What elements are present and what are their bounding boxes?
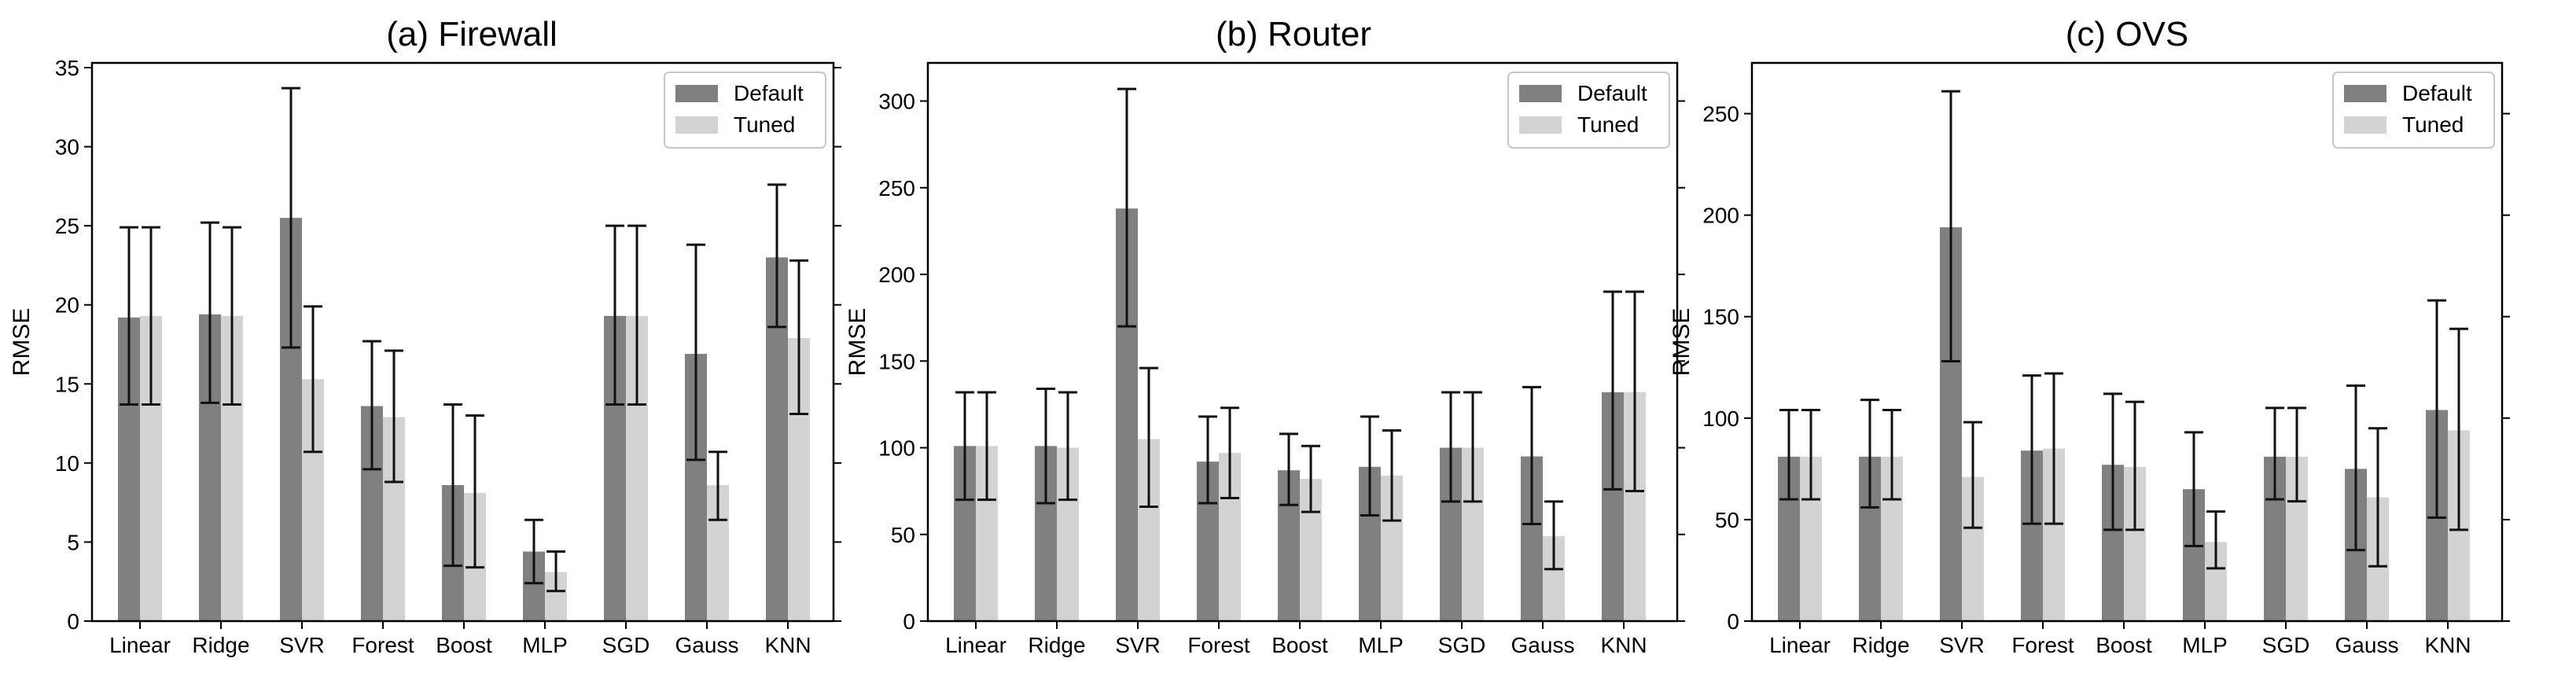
y-tick-label: 0	[1727, 609, 1739, 634]
x-tick-label: Boost	[436, 633, 492, 657]
y-tick-label: 50	[891, 523, 915, 547]
x-tick-label: Linear	[109, 633, 171, 657]
legend-label-tuned: Tuned	[2402, 112, 2464, 137]
y-tick-label: 25	[55, 214, 79, 238]
y-tick-label: 100	[878, 436, 915, 461]
y-axis-label: RMSE	[1669, 308, 1695, 377]
legend-swatch-default	[2344, 85, 2386, 102]
plot-frame	[90, 61, 835, 623]
x-tick-label: Boost	[2096, 633, 2152, 657]
x-tick-label: Ridge	[1028, 633, 1085, 657]
y-tick-label: 200	[1702, 204, 1739, 228]
x-tick-label: SGD	[1438, 633, 1486, 657]
y-tick-label: 150	[878, 349, 915, 373]
y-axis-label: RMSE	[9, 308, 35, 377]
x-tick-label: KNN	[1600, 633, 1647, 657]
x-tick-label: Forest	[351, 633, 414, 657]
y-tick-label: 0	[67, 609, 79, 634]
y-tick-label: 35	[55, 56, 79, 80]
plot-frame	[926, 61, 1679, 623]
y-tick-label: 200	[878, 263, 915, 287]
legend-swatch-tuned	[2344, 116, 2386, 134]
x-tick-label: SGD	[2262, 633, 2310, 657]
y-tick-label: 150	[1702, 305, 1739, 329]
y-tick-label: 10	[55, 451, 79, 476]
y-tick-label: 100	[1702, 406, 1739, 431]
x-tick-label: Ridge	[192, 633, 249, 657]
x-tick-label: MLP	[1358, 633, 1404, 657]
legend-swatch-tuned	[675, 116, 718, 134]
y-tick-label: 5	[67, 530, 79, 554]
chart-panel-2: (b) Router RMSE 0 50 100 150 200 250 300 Linear Ri…	[845, 15, 1685, 657]
legend-swatch-default	[1519, 85, 1562, 102]
x-tick-label: Forest	[2011, 633, 2074, 657]
x-tick-label: MLP	[2182, 633, 2228, 657]
x-tick-label: Ridge	[1852, 633, 1909, 657]
legend-label-tuned: Tuned	[1577, 112, 1639, 137]
legend-swatch-default	[675, 85, 718, 102]
y-tick-label: 250	[1702, 102, 1739, 127]
x-tick-label: SVR	[1939, 633, 1985, 657]
y-tick-label: 20	[55, 293, 79, 318]
plot-frame	[1750, 61, 2504, 623]
y-tick-label: 50	[1715, 508, 1739, 532]
x-tick-label: KNN	[2424, 633, 2471, 657]
y-tick-label: 15	[55, 372, 79, 396]
y-tick-label: 250	[878, 176, 915, 200]
y-tick-label: 30	[55, 135, 79, 160]
x-tick-label: Gauss	[2335, 633, 2399, 657]
x-tick-label: SVR	[279, 633, 325, 657]
y-axis-label: RMSE	[845, 308, 870, 377]
x-tick-label: Forest	[1187, 633, 1250, 657]
x-tick-label: Linear	[1769, 633, 1831, 657]
legend-label-default: Default	[734, 81, 804, 105]
x-tick-label: Boost	[1271, 633, 1328, 657]
chart-panel-3: (c) OVS RMSE 0 50 100 150 200 250 Linear Ridge SVR…	[1669, 15, 2510, 657]
x-tick-label: Linear	[945, 633, 1006, 657]
chart-panel-1: (a) Firewall RMSE 0 5 10 15 20 25 30 35 Linear Ridg…	[9, 15, 841, 657]
panel-title: (a) Firewall	[386, 15, 558, 53]
x-tick-label: MLP	[522, 633, 568, 657]
panel-title: (c) OVS	[2066, 15, 2188, 53]
x-tick-label: SGD	[602, 633, 650, 657]
x-tick-label: SVR	[1115, 633, 1161, 657]
y-tick-label: 300	[878, 90, 915, 114]
legend-label-tuned: Tuned	[734, 112, 795, 137]
x-tick-label: Gauss	[1511, 633, 1575, 657]
legend-swatch-tuned	[1519, 116, 1562, 134]
legend-label-default: Default	[2402, 81, 2472, 105]
legend-label-default: Default	[1577, 81, 1647, 105]
x-tick-label: Gauss	[675, 633, 739, 657]
x-tick-label: KNN	[764, 633, 811, 657]
panel-title: (b) Router	[1216, 15, 1371, 53]
y-tick-label: 0	[903, 609, 915, 634]
